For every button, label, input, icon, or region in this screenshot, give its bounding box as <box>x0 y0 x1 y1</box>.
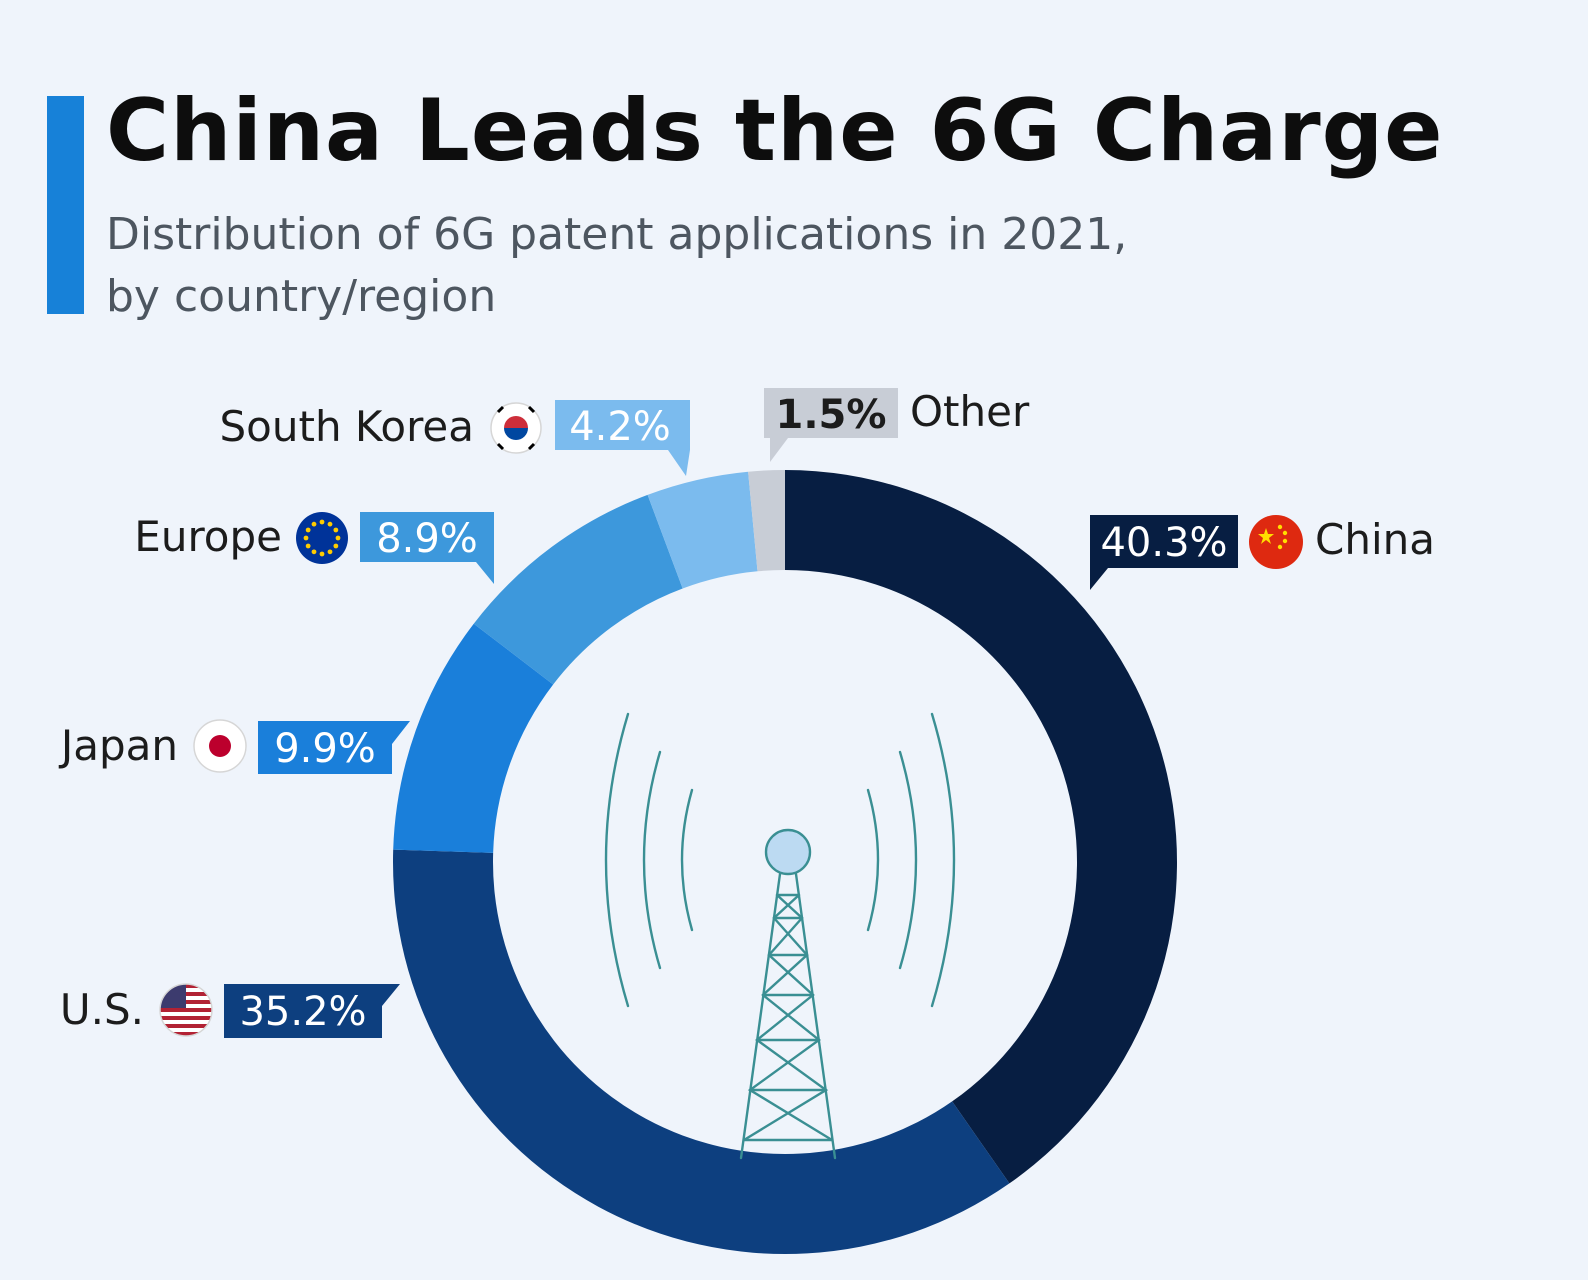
title-accent-bar <box>47 96 84 314</box>
subtitle-line-2: by country/region <box>106 271 497 322</box>
page-title: China Leads the 6G Charge <box>106 81 1444 181</box>
value-box-us <box>224 984 400 1038</box>
value-box-europe <box>360 512 494 584</box>
label-south-korea: 4.2% South Korea <box>220 400 690 476</box>
category-label-china: China <box>1315 515 1435 564</box>
slice-south-korea <box>647 471 758 589</box>
value-label-south-korea: 4.2% <box>569 404 671 450</box>
value-label-us: 35.2% <box>239 989 366 1035</box>
label-other: 1.5% Other <box>764 387 1030 462</box>
value-box-china <box>1090 515 1238 590</box>
eu-flag-icon <box>296 512 348 564</box>
donut-slices <box>393 470 1177 1254</box>
slice-china <box>785 470 1177 1184</box>
japan-flag-icon <box>193 719 247 773</box>
slice-japan <box>393 623 554 853</box>
south-korea-flag-icon <box>490 402 542 454</box>
subtitle-line-1: Distribution of 6G patent applications i… <box>106 209 1128 260</box>
category-label-other: Other <box>910 387 1030 436</box>
value-box-south-korea <box>555 400 690 476</box>
value-box-other <box>764 388 898 462</box>
china-flag-icon <box>1249 515 1303 569</box>
value-label-china: 40.3% <box>1100 520 1227 566</box>
label-us: 35.2% U.S. <box>60 983 400 1038</box>
value-box-japan <box>258 721 410 774</box>
category-label-south-korea: South Korea <box>220 402 474 451</box>
value-label-other: 1.5% <box>776 392 887 438</box>
category-label-japan: Japan <box>58 721 178 770</box>
slice-other <box>748 470 785 572</box>
us-flag-icon <box>159 983 213 1037</box>
cell-tower-icon <box>604 712 956 1160</box>
page-subtitle: Distribution of 6G patent applications i… <box>106 204 1127 328</box>
label-japan: 9.9% Japan <box>58 719 410 774</box>
value-label-europe: 8.9% <box>376 516 478 562</box>
category-label-europe: Europe <box>134 512 282 561</box>
slice-u-s <box>393 849 1010 1254</box>
category-label-us: U.S. <box>60 985 144 1034</box>
slice-europe <box>473 494 683 685</box>
label-europe: 8.9% Europe <box>134 512 494 584</box>
value-label-japan: 9.9% <box>274 726 376 772</box>
label-china: 40.3% China <box>1090 515 1435 590</box>
